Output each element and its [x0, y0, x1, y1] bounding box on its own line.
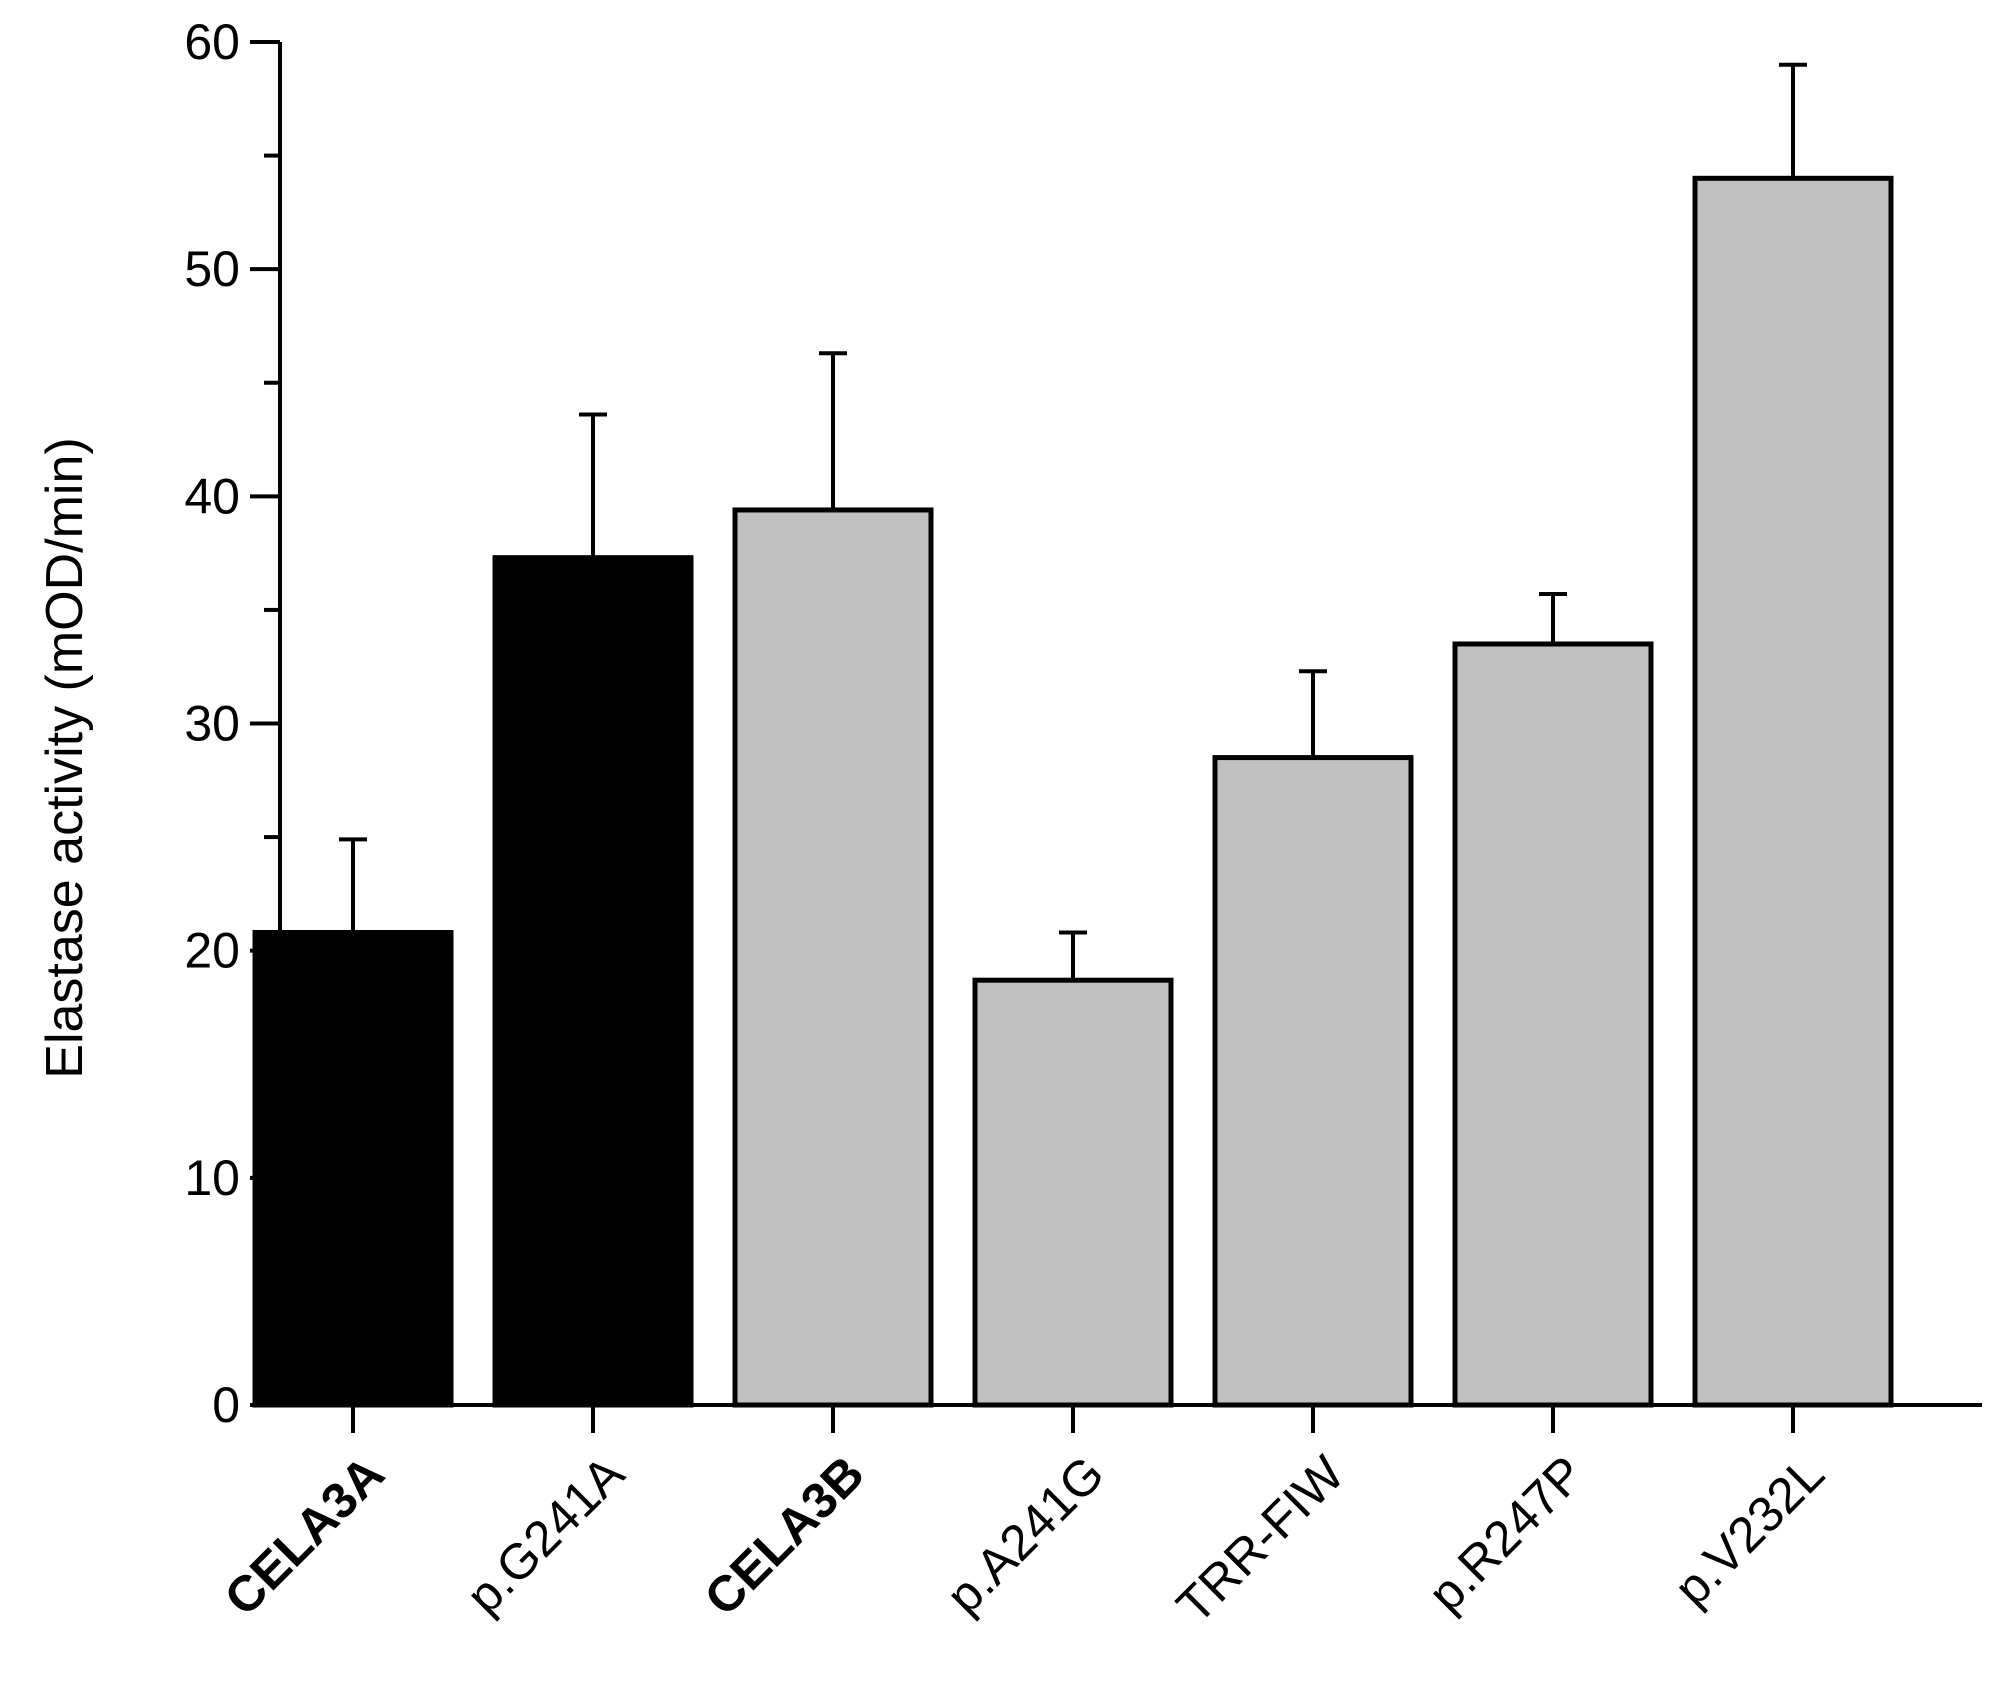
y-tick-label: 10	[184, 1150, 240, 1206]
y-tick-label: 50	[184, 241, 240, 297]
error-bars	[339, 62, 1807, 981]
x-tick-label-p.R247P: p.R247P	[1418, 1445, 1595, 1622]
bar-p.A241G	[972, 977, 1174, 1408]
x-tick-label-p.A241G: p.A241G	[936, 1445, 1115, 1624]
bar-p.R247P	[1452, 641, 1654, 1408]
bar-CELA3B	[732, 507, 934, 1408]
y-tick-label: 60	[184, 14, 240, 70]
y-tick-label: 0	[212, 1377, 240, 1433]
x-tick-label-CELA3A: CELA3A	[214, 1445, 395, 1626]
bar-p.G241A	[492, 555, 694, 1408]
y-axis-title: Elastase activity (mOD/min)	[36, 437, 94, 1078]
bar-TRR-FIW	[1212, 755, 1414, 1408]
x-tick-label-p.V232L: p.V232L	[1663, 1445, 1834, 1616]
bar-p.V232L	[1692, 175, 1894, 1408]
y-tick-label: 40	[184, 468, 240, 524]
bar-CELA3A	[252, 929, 454, 1408]
y-tick-label: 30	[184, 696, 240, 752]
x-tick-label-TRR-FIW: TRR-FIW	[1166, 1445, 1355, 1634]
x-tick-label-p.G241A: p.G241A	[456, 1445, 636, 1625]
y-tick-label: 20	[184, 923, 240, 979]
bars	[252, 175, 1894, 1408]
x-tick-label-CELA3B: CELA3B	[694, 1445, 875, 1626]
